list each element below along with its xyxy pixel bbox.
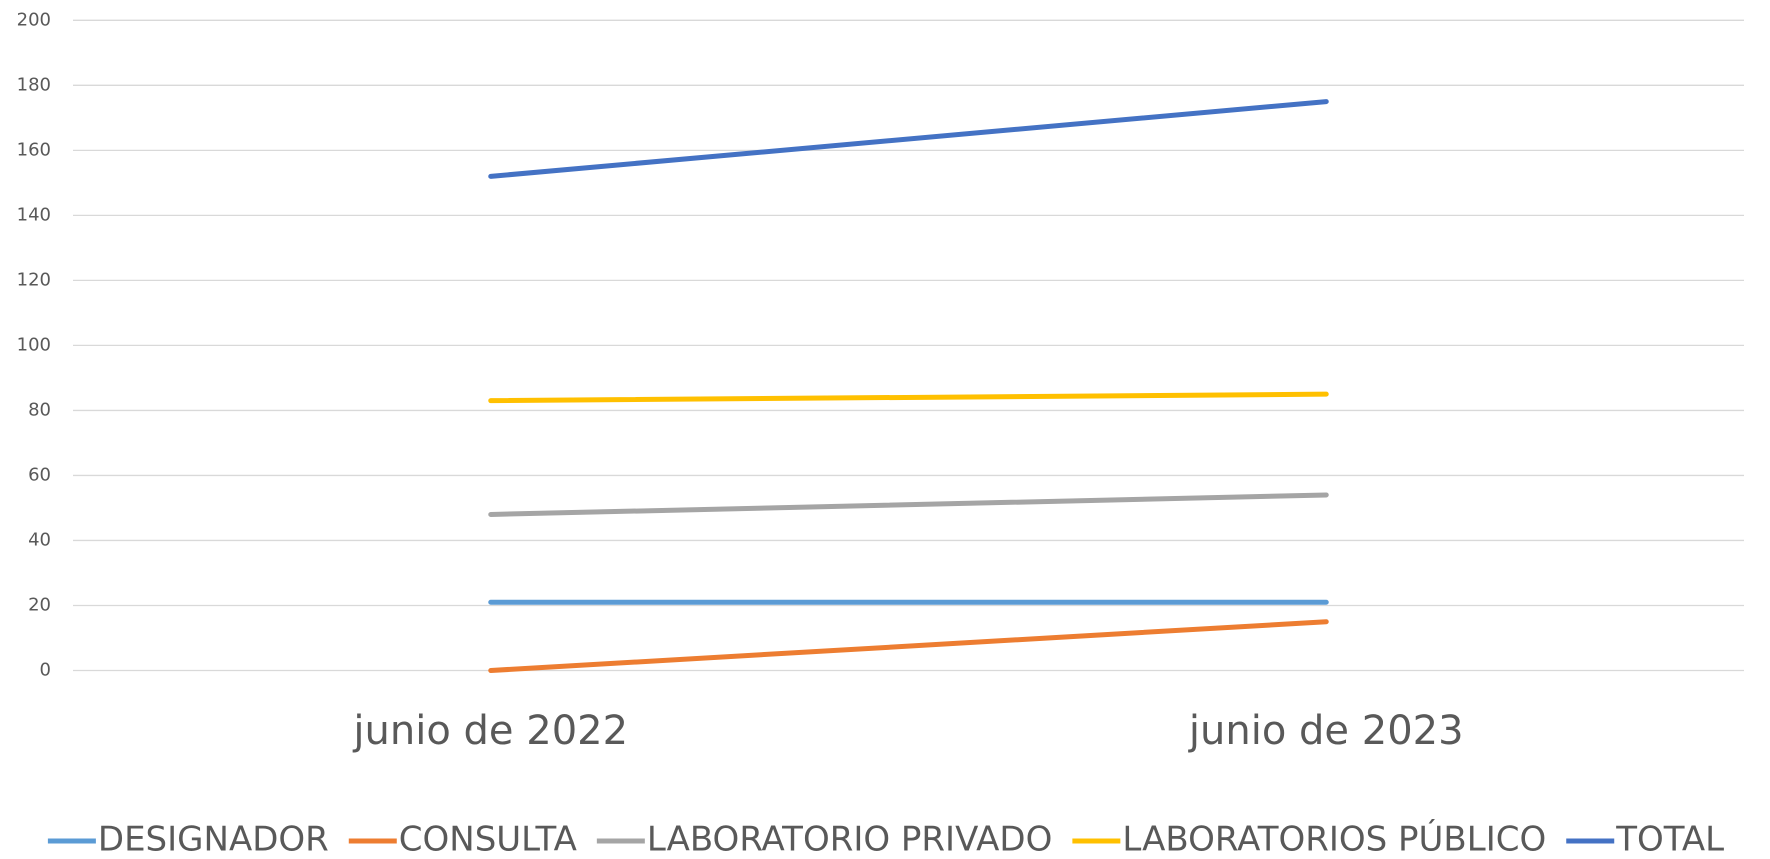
legend-label: DESIGNADOR bbox=[98, 820, 329, 859]
series-line bbox=[491, 102, 1327, 177]
series-line bbox=[491, 394, 1327, 401]
x-tick-label: junio de 2022 bbox=[352, 708, 628, 754]
legend-label: LABORATORIO PRIVADO bbox=[647, 820, 1053, 859]
y-tick-label: 60 bbox=[28, 464, 51, 485]
y-tick-label: 80 bbox=[28, 399, 51, 420]
y-tick-label: 40 bbox=[28, 529, 51, 550]
legend-label: CONSULTA bbox=[399, 820, 577, 859]
y-tick-label: 140 bbox=[17, 204, 51, 225]
series-line bbox=[491, 495, 1327, 515]
legend-label: TOTAL bbox=[1615, 820, 1724, 859]
chart: 0 20 40 60 80 100 120 140 160 180 200 junio de 2022… bbox=[0, 0, 1770, 859]
y-tick-label: 160 bbox=[17, 139, 51, 160]
y-tick-label: 180 bbox=[17, 74, 51, 95]
y-tick-label: 20 bbox=[28, 594, 51, 615]
y-tick-label: 120 bbox=[17, 269, 51, 290]
series-line bbox=[491, 622, 1327, 671]
page: 0 20 40 60 80 100 120 140 160 180 200 junio de 2022… bbox=[0, 0, 1770, 859]
y-tick-label: 200 bbox=[17, 9, 51, 30]
legend-label: LABORATORIOS PÚBLICO bbox=[1122, 819, 1546, 859]
y-tick-label: 0 bbox=[40, 660, 51, 681]
x-tick-label: junio de 2023 bbox=[1188, 708, 1464, 754]
y-tick-label: 100 bbox=[17, 334, 51, 355]
